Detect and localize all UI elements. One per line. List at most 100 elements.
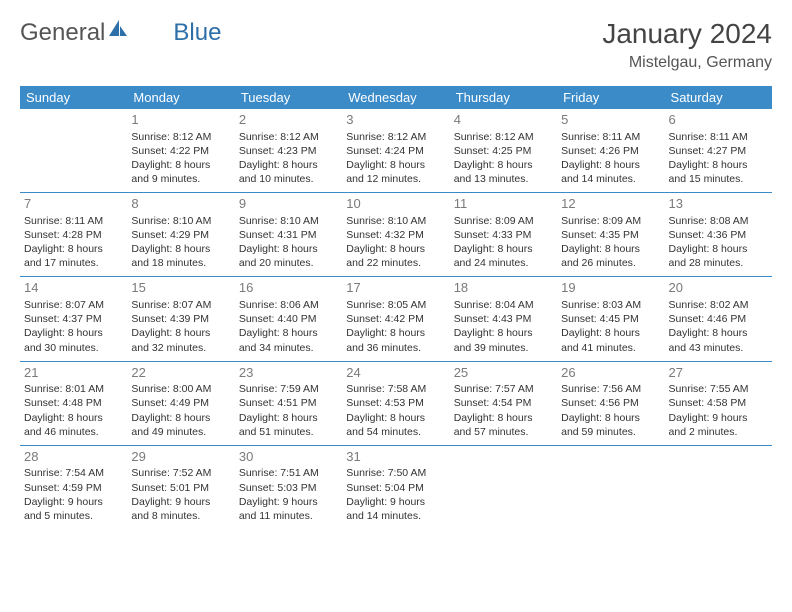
sunset-text: Sunset: 4:42 PM [346,312,445,326]
sunset-text: Sunset: 4:59 PM [24,481,123,495]
sunset-text: Sunset: 4:56 PM [561,396,660,410]
sunset-text: Sunset: 4:40 PM [239,312,338,326]
day-number: 13 [669,195,768,213]
daylight-text: Daylight: 8 hours [454,411,553,425]
day-number: 30 [239,448,338,466]
daylight-text: and 22 minutes. [346,256,445,270]
daylight-text: Daylight: 8 hours [346,242,445,256]
sunrise-text: Sunrise: 8:12 AM [239,130,338,144]
daylight-text: and 20 minutes. [239,256,338,270]
daylight-text: and 14 minutes. [561,172,660,186]
sunrise-text: Sunrise: 7:56 AM [561,382,660,396]
calendar-day-cell: 28Sunrise: 7:54 AMSunset: 4:59 PMDayligh… [20,445,127,529]
daylight-text: Daylight: 8 hours [454,158,553,172]
day-number: 15 [131,279,230,297]
calendar-day-cell: 27Sunrise: 7:55 AMSunset: 4:58 PMDayligh… [665,361,772,445]
daylight-text: and 43 minutes. [669,341,768,355]
daylight-text: and 17 minutes. [24,256,123,270]
sunset-text: Sunset: 4:22 PM [131,144,230,158]
sunrise-text: Sunrise: 7:55 AM [669,382,768,396]
calendar-day-cell: 30Sunrise: 7:51 AMSunset: 5:03 PMDayligh… [235,445,342,529]
day-number: 7 [24,195,123,213]
daylight-text: and 41 minutes. [561,341,660,355]
sunset-text: Sunset: 4:54 PM [454,396,553,410]
calendar-day-cell: 11Sunrise: 8:09 AMSunset: 4:33 PMDayligh… [450,193,557,277]
sunset-text: Sunset: 5:04 PM [346,481,445,495]
sunrise-text: Sunrise: 8:03 AM [561,298,660,312]
sunset-text: Sunset: 4:39 PM [131,312,230,326]
daylight-text: and 46 minutes. [24,425,123,439]
day-number: 3 [346,111,445,129]
sunrise-text: Sunrise: 8:10 AM [239,214,338,228]
calendar-day-cell: 8Sunrise: 8:10 AMSunset: 4:29 PMDaylight… [127,193,234,277]
sunset-text: Sunset: 4:33 PM [454,228,553,242]
calendar-day-cell: 12Sunrise: 8:09 AMSunset: 4:35 PMDayligh… [557,193,664,277]
day-number: 29 [131,448,230,466]
brand-part1: General [20,19,105,47]
daylight-text: and 12 minutes. [346,172,445,186]
calendar-day-cell: 21Sunrise: 8:01 AMSunset: 4:48 PMDayligh… [20,361,127,445]
calendar-day-cell: 2Sunrise: 8:12 AMSunset: 4:23 PMDaylight… [235,109,342,193]
daylight-text: Daylight: 8 hours [454,242,553,256]
calendar-body: 1Sunrise: 8:12 AMSunset: 4:22 PMDaylight… [20,109,772,529]
sunrise-text: Sunrise: 7:58 AM [346,382,445,396]
sunset-text: Sunset: 4:23 PM [239,144,338,158]
sunset-text: Sunset: 4:28 PM [24,228,123,242]
sunrise-text: Sunrise: 7:54 AM [24,466,123,480]
calendar-day-cell: 23Sunrise: 7:59 AMSunset: 4:51 PMDayligh… [235,361,342,445]
day-number: 10 [346,195,445,213]
weekday-header: Wednesday [342,86,449,109]
sunset-text: Sunset: 4:32 PM [346,228,445,242]
brand-logo: General Blue [20,18,221,47]
daylight-text: Daylight: 8 hours [239,326,338,340]
daylight-text: and 32 minutes. [131,341,230,355]
day-number: 11 [454,195,553,213]
sunrise-text: Sunrise: 8:12 AM [131,130,230,144]
daylight-text: Daylight: 9 hours [131,495,230,509]
sunset-text: Sunset: 4:48 PM [24,396,123,410]
location: Mistelgau, Germany [602,54,772,72]
daylight-text: Daylight: 8 hours [239,411,338,425]
day-number: 18 [454,279,553,297]
daylight-text: and 28 minutes. [669,256,768,270]
daylight-text: Daylight: 8 hours [669,158,768,172]
sunset-text: Sunset: 4:46 PM [669,312,768,326]
sunset-text: Sunset: 4:24 PM [346,144,445,158]
calendar-day-cell: 18Sunrise: 8:04 AMSunset: 4:43 PMDayligh… [450,277,557,361]
sunset-text: Sunset: 4:26 PM [561,144,660,158]
daylight-text: and 11 minutes. [239,509,338,523]
daylight-text: and 57 minutes. [454,425,553,439]
day-number: 20 [669,279,768,297]
month-title: January 2024 [602,18,772,50]
daylight-text: Daylight: 8 hours [24,411,123,425]
sunrise-text: Sunrise: 7:50 AM [346,466,445,480]
calendar-day-cell: 29Sunrise: 7:52 AMSunset: 5:01 PMDayligh… [127,445,234,529]
calendar-day-cell: 5Sunrise: 8:11 AMSunset: 4:26 PMDaylight… [557,109,664,193]
sunset-text: Sunset: 4:31 PM [239,228,338,242]
sunrise-text: Sunrise: 8:04 AM [454,298,553,312]
day-number: 22 [131,364,230,382]
calendar-week-row: 21Sunrise: 8:01 AMSunset: 4:48 PMDayligh… [20,361,772,445]
day-number: 26 [561,364,660,382]
calendar-week-row: 1Sunrise: 8:12 AMSunset: 4:22 PMDaylight… [20,109,772,193]
calendar-table: SundayMondayTuesdayWednesdayThursdayFrid… [20,86,772,529]
calendar-day-cell [557,445,664,529]
daylight-text: Daylight: 8 hours [561,242,660,256]
sunset-text: Sunset: 4:35 PM [561,228,660,242]
sunrise-text: Sunrise: 8:11 AM [561,130,660,144]
sunrise-text: Sunrise: 8:10 AM [131,214,230,228]
calendar-day-cell: 16Sunrise: 8:06 AMSunset: 4:40 PMDayligh… [235,277,342,361]
calendar-day-cell: 14Sunrise: 8:07 AMSunset: 4:37 PMDayligh… [20,277,127,361]
daylight-text: Daylight: 8 hours [346,158,445,172]
daylight-text: Daylight: 8 hours [239,242,338,256]
sail-icon [107,18,129,47]
day-number: 8 [131,195,230,213]
day-number: 21 [24,364,123,382]
day-number: 23 [239,364,338,382]
daylight-text: Daylight: 9 hours [669,411,768,425]
daylight-text: and 8 minutes. [131,509,230,523]
day-number: 25 [454,364,553,382]
day-number: 1 [131,111,230,129]
sunrise-text: Sunrise: 8:11 AM [24,214,123,228]
sunset-text: Sunset: 4:43 PM [454,312,553,326]
